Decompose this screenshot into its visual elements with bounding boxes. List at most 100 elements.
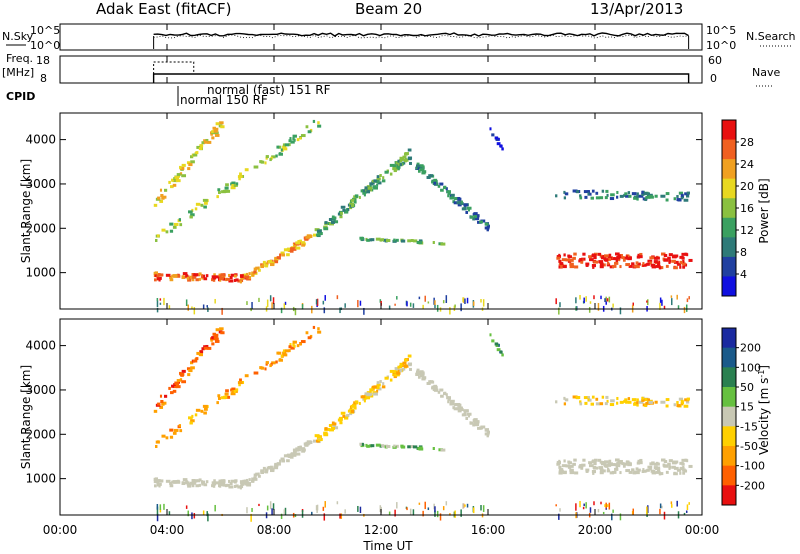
velocity-near-range-cell [187, 510, 189, 517]
velocity-scatter-cell [301, 447, 305, 451]
power-scatter-cell [403, 158, 409, 162]
velocity-scatter-cell [269, 364, 272, 368]
velocity-near-range-cell [434, 506, 436, 513]
power-scatter-cell [158, 278, 161, 282]
power-scatter-cell [560, 265, 563, 269]
velocity-scatter-cell [574, 471, 579, 475]
power-near-range-cell [339, 307, 341, 314]
velocity-scatter-cell [260, 366, 265, 370]
velocity-near-range-cell [422, 510, 424, 517]
velocity-near-range-cell [339, 513, 341, 519]
velocity-scatter-cell [584, 401, 588, 405]
velocity-scatter-cell [572, 462, 576, 466]
velocity-scatter-cell [660, 400, 666, 404]
velocity-scatter-cell [572, 395, 578, 399]
velocity-scatter-cell [647, 398, 650, 402]
velocity-scatter-cell [228, 485, 234, 489]
x-tick-label: 16:00 [471, 523, 506, 537]
power-scatter-cell [316, 229, 322, 233]
power-scatter-cell [361, 189, 366, 193]
velocity-scatter-cell [484, 428, 488, 432]
velocity-scatter-cell [627, 463, 632, 467]
velocity-scatter-cell [267, 466, 273, 470]
power-scatter-cell [201, 141, 205, 145]
power-scatter-cell [193, 273, 199, 277]
velocity-colorbar-tick-label: 50 [740, 381, 754, 394]
power-scatter-cell [289, 249, 294, 253]
power-scatter-cell [665, 198, 669, 202]
velocity-near-range-cell [686, 504, 689, 511]
velocity-scatter-cell [622, 464, 626, 468]
power-near-range-cell [258, 297, 260, 303]
velocity-ytick-label: 2000 [25, 427, 56, 441]
velocity-scatter-cell [299, 342, 302, 346]
power-scatter-cell [417, 241, 423, 245]
power-scatter-cell [647, 192, 650, 196]
velocity-scatter-cell [188, 416, 193, 420]
velocity-scatter-cell [591, 395, 595, 399]
power-scatter-cell [213, 129, 218, 133]
velocity-scatter-cell [591, 460, 597, 464]
velocity-scatter-cell [366, 444, 370, 448]
velocity-scatter-cell [192, 359, 198, 363]
power-scatter-cell [239, 280, 242, 284]
nave-tick-bottom: 0 [710, 72, 717, 85]
velocity-scatter-cell [454, 403, 458, 407]
velocity-near-range-cell [336, 501, 339, 505]
power-scatter-cell [235, 182, 239, 186]
power-scatter-cell [614, 257, 619, 261]
power-near-range-cell [460, 303, 462, 312]
velocity-scatter-cell [484, 432, 490, 436]
power-scatter-cell [172, 183, 177, 187]
velocity-scatter-cell [220, 331, 225, 335]
power-scatter-cell [456, 201, 462, 205]
power-scatter-cell [340, 205, 346, 209]
power-scatter-cell [416, 162, 420, 166]
power-scatter-cell [556, 256, 561, 260]
velocity-scatter-cell [181, 380, 187, 384]
power-scatter-cell [155, 238, 158, 242]
velocity-colorbar-segment [722, 465, 736, 486]
power-scatter-cell [186, 161, 191, 165]
power-scatter-cell [606, 257, 612, 261]
power-near-range-cell [316, 298, 319, 306]
power-scatter-cell [262, 260, 266, 264]
velocity-scatter-cell [328, 424, 333, 428]
power-scatter-cell [159, 199, 164, 203]
power-scatter-cell [237, 175, 243, 179]
velocity-colorbar-label-close: ] [757, 365, 771, 370]
velocity-colorbar-tick-label: -50 [740, 440, 758, 453]
velocity-scatter-cell [212, 484, 216, 488]
power-scatter-cell [434, 179, 438, 183]
velocity-scatter-cell [154, 477, 158, 481]
velocity-near-range-cell [283, 509, 286, 515]
velocity-ytick-label: 1000 [25, 472, 56, 486]
velocity-scatter-cell [282, 349, 286, 353]
velocity-scatter-cell [582, 458, 586, 462]
power-scatter-cell [219, 274, 222, 278]
velocity-scatter-cell [248, 482, 252, 486]
velocity-scatter-cell [615, 465, 618, 469]
velocity-scatter-cell [296, 344, 300, 348]
velocity-scatter-cell [688, 464, 693, 468]
power-scatter-cell [168, 180, 171, 184]
velocity-scatter-cell [195, 357, 199, 361]
power-near-range-cell [266, 299, 269, 307]
velocity-near-range-cell [555, 504, 557, 507]
power-scatter-cell [269, 158, 272, 162]
power-near-range-cell [424, 295, 426, 302]
power-scatter-cell [574, 265, 579, 269]
velocity-scatter-cell [175, 385, 181, 389]
power-scatter-cell [277, 145, 282, 149]
velocity-scatter-cell [623, 399, 627, 403]
power-scatter-cell [312, 119, 316, 123]
power-scatter-cell [559, 262, 564, 266]
power-scatter-cell [392, 167, 396, 171]
velocity-near-range-cell [575, 503, 577, 511]
power-scatter-cell [673, 266, 678, 270]
velocity-scatter-cell [654, 400, 658, 404]
power-scatter-cell [621, 256, 625, 260]
velocity-scatter-cell [185, 480, 189, 484]
velocity-scatter-cell [253, 476, 257, 480]
velocity-scatter-cell [305, 331, 309, 335]
